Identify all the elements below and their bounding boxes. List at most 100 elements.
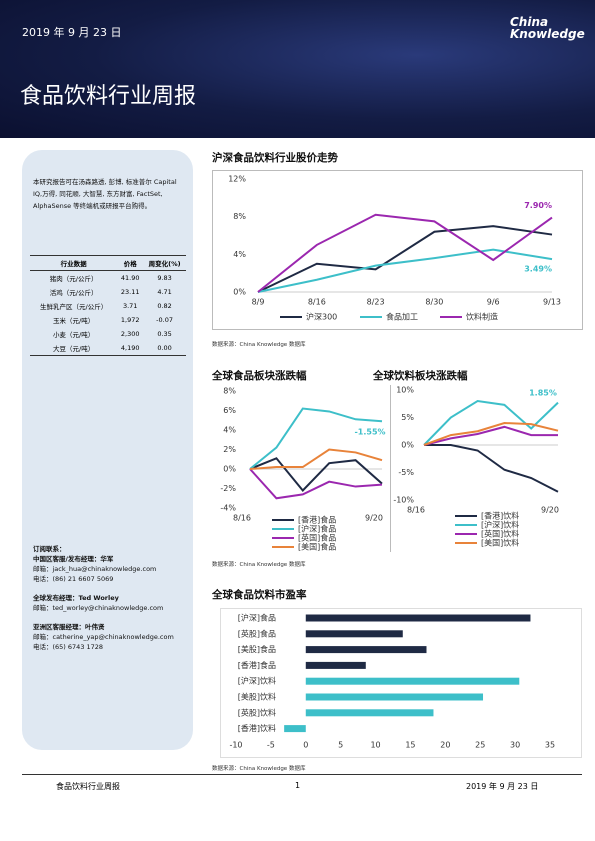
header-band [0,0,595,138]
x-tick-label: 10 [370,741,380,750]
chart-title: 沪深食品饮料行业股价走势 [212,152,338,164]
chart-source: 数据来源：China Knowledge 数据库 [212,562,306,568]
y-tick-label: 8% [233,212,246,221]
contact-line: 电话：(65) 6743 1728 [33,643,104,651]
page-number: 1 [295,781,301,790]
legend-label: [香港]食品 [298,515,336,525]
annotation: -1.55% [354,428,385,437]
table-wrap: 行业数据 价格 周变化(%) 猪肉（元/公斤） 41.90 9.83 活鸡（元/公斤） 23.… [30,255,186,356]
category-label: [沪深]食品 [238,613,276,623]
y-tick-label: 2% [223,445,236,454]
table-cell: 9.83 [157,274,172,282]
contact-title: 亚洲区客服经理：叶伟贤 [33,623,105,631]
chart-frame [212,170,583,330]
series-line [424,444,559,493]
legend-label: [美国]饮料 [481,538,519,548]
x-tick-label: 25 [475,741,485,750]
logo-top: China [510,15,549,29]
chart-source: 数据来源：China Knowledge 数据库 [212,342,306,348]
x-tick-label: 0 [303,741,308,750]
y-tick-label: -2% [220,484,236,493]
legend-label: 食品加工 [386,312,418,322]
bar [305,709,434,717]
legend-label: [沪深]饮料 [481,520,519,530]
annotation: 1.85% [529,389,557,398]
contact-title: 中国区客服/发布经理：华军 [33,555,114,563]
contact-heading: 订阅联系： [33,545,66,553]
series-line [249,448,383,470]
table-cell: 4,190 [117,341,144,356]
legend-label: 饮料制造 [466,312,498,322]
sidebar [22,150,193,750]
legend-label: [香港]饮料 [481,511,519,521]
table-row: 猪肉（元/公斤） 41.90 9.83 [30,271,186,286]
bar [305,677,520,685]
x-tick-label: 8/9 [252,298,265,307]
series-line [249,457,383,492]
table-row: 玉米（元/吨） 1,972 -0.07 [30,313,186,327]
table-cell: 猪肉（元/公斤） [49,275,98,283]
x-tick-label: 8/30 [425,298,443,307]
y-tick-label: 0% [401,441,414,450]
x-tick-label: 8/16 [308,298,326,307]
contact-line: 邮箱：jack_hua@chinaknowledge.com [33,565,157,573]
table-cell: 小麦（元/吨） [53,331,95,339]
table-cell: 0.82 [157,302,172,310]
series-line [257,213,553,293]
y-tick-label: -5% [398,468,414,477]
chart-title: 全球饮料板块涨跌幅 [373,370,468,382]
x-tick-label: 8/16 [233,514,251,523]
x-tick-label: -5 [267,741,275,750]
table-cell: 0.00 [143,341,186,356]
logo-bottom: Knowledge [510,27,585,41]
x-tick-label: 8/23 [367,298,385,307]
y-tick-label: -4% [220,504,236,513]
x-tick-label: 9/20 [365,514,383,523]
table-row: 小麦（元/吨） 2,300 0.35 [30,327,186,341]
y-tick-label: 0% [233,288,246,297]
y-tick-label: 8% [223,387,236,396]
x-tick-label: 8/16 [407,506,425,515]
contact-line: 邮箱：ted_worley@chinaknowledge.com [33,604,164,612]
table-row: 大豆（元/吨） 4,190 0.00 [30,341,186,356]
table-cell: 41.90 [120,274,140,282]
contact-line: 电话：(86) 21 6607 5069 [33,575,114,583]
table-cell: 1,972 [120,316,140,324]
x-tick-label: -10 [229,741,242,750]
y-tick-label: 6% [223,406,236,415]
chart-title: 全球食品板块涨跌幅 [212,370,307,382]
bar [305,614,531,622]
table-cell: 玉米（元/吨） [53,317,95,325]
y-tick-label: 4% [223,426,236,435]
column-header: 周变化(%) [143,255,186,271]
header-title: 食品饮料行业周报 [20,84,197,109]
table-cell: 3.71 [122,302,138,310]
y-tick-label: 10% [396,386,414,395]
category-label: [沪深]饮料 [238,676,276,686]
legend-label: [英国]饮料 [481,529,519,539]
bar [305,646,427,654]
value-label: 3.49% [524,265,552,274]
contacts: 订阅联系： 中国区客服/发布经理：华军邮箱：jack_hua@chinaknowl… [33,544,191,661]
y-tick-label: -10% [393,496,414,505]
x-tick-label: 9/6 [487,298,500,307]
bar [305,630,403,638]
category-label: [英股]饮料 [238,707,276,717]
table-header: 行业数据 价格 周变化(%) [30,255,186,271]
category-label: [香港]饮料 [238,723,276,733]
chart-frame [220,385,391,552]
legend-label: [英国]食品 [298,533,336,543]
price-table: 行业数据 价格 周变化(%) 猪肉（元/公斤） 41.90 9.83 活鸡（元/公斤） 23.… [30,255,186,356]
category-label: [美股]饮料 [238,692,276,702]
x-tick-label: 9/20 [541,506,559,515]
category-label: [美股]食品 [238,644,276,654]
y-tick-label: 12% [228,175,246,184]
x-tick-label: 15 [405,741,415,750]
column-header: 行业数据 [30,255,118,271]
category-label: [英股]食品 [238,628,276,638]
legend-label: [沪深]食品 [298,524,336,534]
table-row: 活鸡（元/公斤） 23.11 4.71 [30,285,186,299]
table-cell: 4.71 [157,288,172,296]
chart-title: 全球食品饮料市盈率 [212,589,307,601]
category-label: [香港]食品 [238,660,276,670]
